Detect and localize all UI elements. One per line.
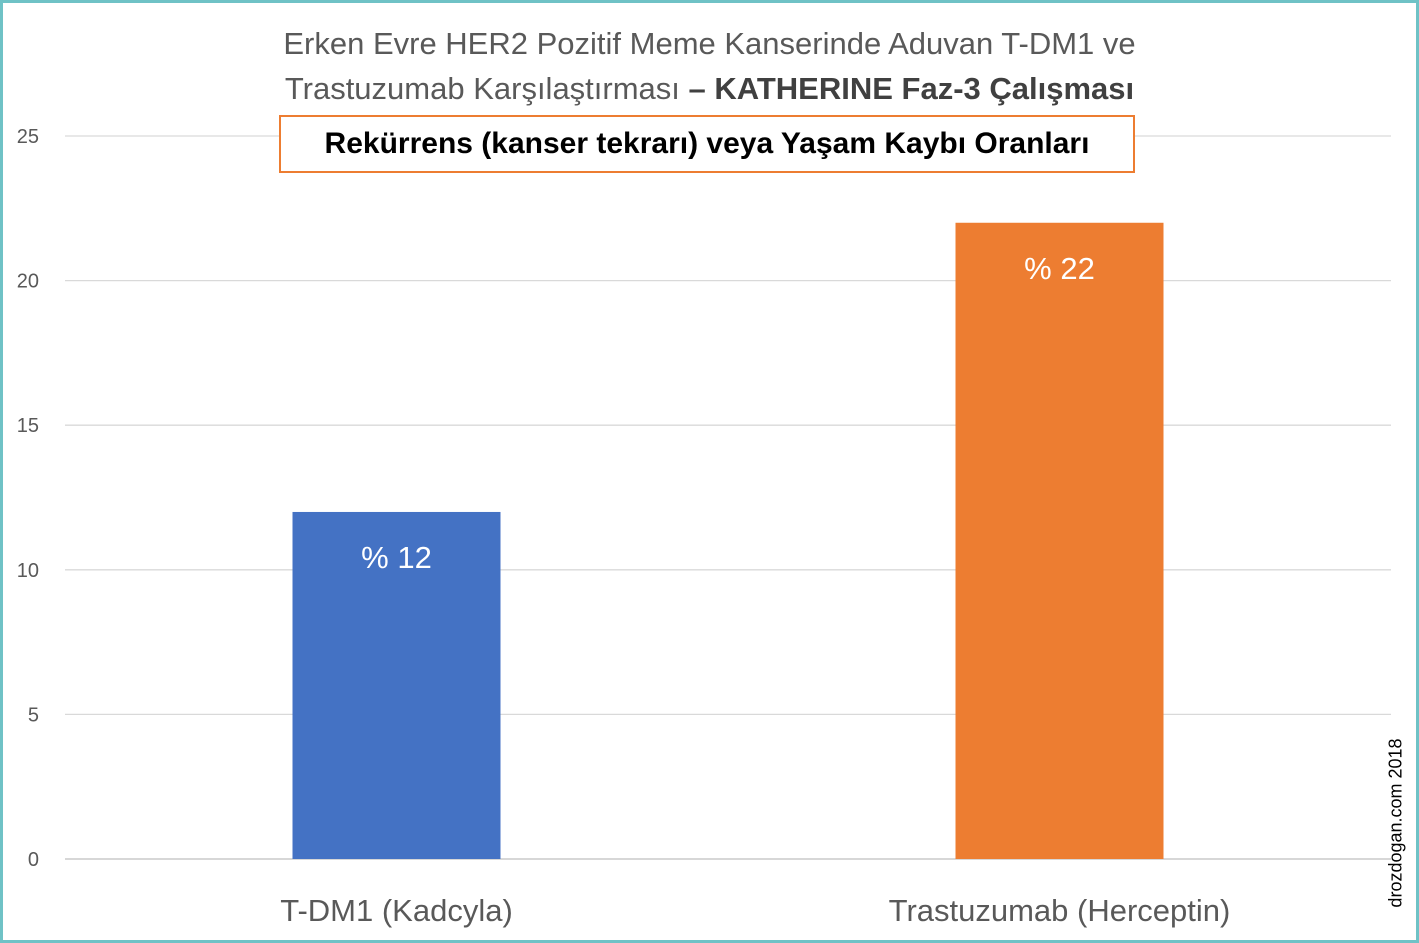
watermark: drozdogan.com 2018 [1385, 738, 1406, 908]
chart-title-line2-bold: – KATHERINE Faz-3 Çalışması [688, 71, 1135, 106]
chart-title: Erken Evre HER2 Pozitif Meme Kanserinde … [3, 21, 1416, 111]
y-tick-label: 25 [17, 126, 39, 148]
x-tick-label: Trastuzumab (Herceptin) [889, 893, 1231, 928]
bar [955, 222, 1164, 859]
y-tick-label: 20 [17, 271, 39, 293]
chart-subtitle: Rekürrens (kanser tekrarı) veya Yaşam Ka… [324, 127, 1090, 160]
chart-title-line1: Erken Evre HER2 Pozitif Meme Kanserinde … [283, 26, 1136, 61]
x-tick-label: T-DM1 (Kadcyla) [280, 893, 513, 928]
y-tick-label: 5 [28, 704, 39, 726]
chart-subtitle-box: Rekürrens (kanser tekrarı) veya Yaşam Ka… [279, 115, 1135, 173]
data-label: % 22 [1024, 251, 1095, 286]
chart-title-line2: Trastuzumab Karşılaştırması – KATHERINE … [3, 66, 1416, 111]
bar [292, 511, 501, 859]
y-tick-label: 0 [28, 849, 39, 871]
data-label: % 12 [361, 540, 432, 575]
y-tick-label: 10 [17, 560, 39, 582]
y-tick-label: 15 [17, 415, 39, 437]
chart-title-line2-regular: Trastuzumab Karşılaştırması [284, 71, 689, 106]
